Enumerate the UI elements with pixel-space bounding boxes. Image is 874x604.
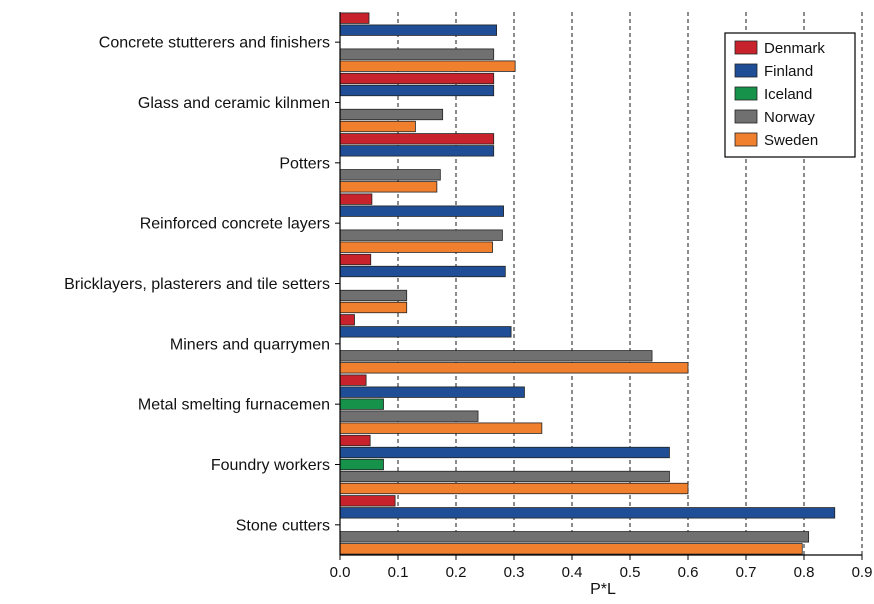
x-tick-label: 0.9 bbox=[852, 564, 873, 581]
bar-norway-stone-cutters bbox=[339, 531, 810, 543]
bar-finland-concrete-stutterers-and-finishers bbox=[339, 24, 498, 36]
category-labels: Concrete stutterers and finishers Glass a… bbox=[64, 35, 330, 535]
bar-norway-foundry-workers bbox=[339, 470, 670, 483]
bar-finland-glass-and-ceramic-kilnmen bbox=[339, 84, 495, 97]
bar-norway-miners-and-quarrymen bbox=[339, 350, 653, 362]
bar-sweden-glass-and-ceramic-kilnmen bbox=[339, 120, 416, 133]
bar-sweden-bricklayers-plasterers-and-tile-setters bbox=[339, 301, 408, 314]
legend-swatch-finland bbox=[734, 63, 758, 78]
bar-denmark-metal-smelting-furnacemen bbox=[339, 374, 367, 386]
legend-label-sweden: Sweden bbox=[764, 132, 818, 149]
bar-sweden-metal-smelting-furnacemen bbox=[339, 422, 543, 434]
legend-swatch-norway bbox=[734, 109, 758, 124]
legend-swatch-iceland bbox=[734, 86, 758, 101]
bar-finland-bricklayers-plasterers-and-tile-setters bbox=[339, 265, 506, 278]
x-tick-label: 0.0 bbox=[330, 564, 351, 581]
category-label: Concrete stutterers and finishers bbox=[99, 35, 330, 52]
axes bbox=[335, 12, 863, 560]
bar-finland-stone-cutters bbox=[339, 507, 836, 519]
category-label: Reinforced concrete layers bbox=[140, 216, 330, 233]
legend-label-finland: Finland bbox=[764, 63, 813, 80]
legend-label-norway: Norway bbox=[764, 109, 815, 126]
category-label: Bricklayers, plasterers and tile setters bbox=[64, 276, 330, 293]
bar-denmark-potters bbox=[339, 133, 495, 145]
bar-denmark-reinforced-concrete-layers bbox=[339, 193, 373, 205]
bar-sweden-stone-cutters bbox=[339, 543, 803, 555]
category-label: Stone cutters bbox=[236, 517, 330, 534]
category-label: Miners and quarrymen bbox=[170, 336, 330, 353]
bar-norway-metal-smelting-furnacemen bbox=[339, 410, 479, 422]
x-tick-label: 0.4 bbox=[562, 564, 583, 581]
x-tick-label: 0.8 bbox=[794, 564, 815, 581]
bar-norway-glass-and-ceramic-kilnmen bbox=[339, 108, 444, 121]
bar-iceland-metal-smelting-furnacemen bbox=[339, 398, 384, 410]
bar-finland-metal-smelting-furnacemen bbox=[339, 386, 525, 398]
bar-sweden-concrete-stutterers-and-finishers bbox=[339, 60, 516, 72]
legend-swatch-denmark bbox=[734, 40, 758, 55]
bar-finland-reinforced-concrete-layers bbox=[339, 205, 504, 217]
bars bbox=[339, 12, 836, 555]
bar-norway-potters bbox=[339, 169, 441, 181]
x-tick-label: 0.3 bbox=[504, 564, 525, 581]
bar-sweden-miners-and-quarrymen bbox=[339, 362, 689, 374]
x-tick-label: 0.6 bbox=[678, 564, 699, 581]
bar-finland-miners-and-quarrymen bbox=[339, 326, 512, 338]
legend-label-iceland: Iceland bbox=[764, 86, 812, 103]
x-tick-labels: 0.0 0.1 0.2 0.3 0.4 0.5 0.6 0.7 0.8 0.9 bbox=[330, 564, 873, 581]
bar-sweden-reinforced-concrete-layers bbox=[339, 241, 493, 253]
category-label: Metal smelting furnacemen bbox=[138, 397, 330, 414]
x-tick-label: 0.2 bbox=[446, 564, 467, 581]
bar-iceland-foundry-workers bbox=[339, 458, 384, 471]
x-axis-title: P*L bbox=[590, 581, 616, 598]
bar-norway-reinforced-concrete-layers bbox=[339, 229, 503, 241]
bar-norway-concrete-stutterers-and-finishers bbox=[339, 48, 495, 60]
legend-label-denmark: Denmark bbox=[764, 40, 825, 57]
category-label: Foundry workers bbox=[211, 457, 330, 474]
category-label: Potters bbox=[279, 155, 330, 172]
bar-denmark-bricklayers-plasterers-and-tile-setters bbox=[339, 253, 372, 266]
category-label: Glass and ceramic kilnmen bbox=[138, 95, 330, 112]
bar-finland-foundry-workers bbox=[339, 446, 670, 459]
bar-denmark-foundry-workers bbox=[339, 434, 371, 447]
legend-swatch-sweden bbox=[734, 132, 758, 147]
bar-denmark-stone-cutters bbox=[339, 495, 396, 507]
bar-denmark-concrete-stutterers-and-finishers bbox=[339, 12, 370, 24]
bar-denmark-glass-and-ceramic-kilnmen bbox=[339, 72, 495, 85]
x-tick-label: 0.1 bbox=[388, 564, 409, 581]
bar-norway-bricklayers-plasterers-and-tile-setters bbox=[339, 289, 408, 302]
bar-sweden-foundry-workers bbox=[339, 482, 689, 495]
bar-sweden-potters bbox=[339, 181, 438, 193]
x-tick-label: 0.5 bbox=[620, 564, 641, 581]
x-tick-label: 0.7 bbox=[736, 564, 757, 581]
legend: Denmark Finland Iceland Norway Sweden bbox=[724, 32, 856, 158]
bar-denmark-miners-and-quarrymen bbox=[339, 314, 355, 326]
bar-finland-potters bbox=[339, 145, 495, 157]
legend-items: Denmark Finland Iceland Norway Sweden bbox=[734, 40, 825, 149]
